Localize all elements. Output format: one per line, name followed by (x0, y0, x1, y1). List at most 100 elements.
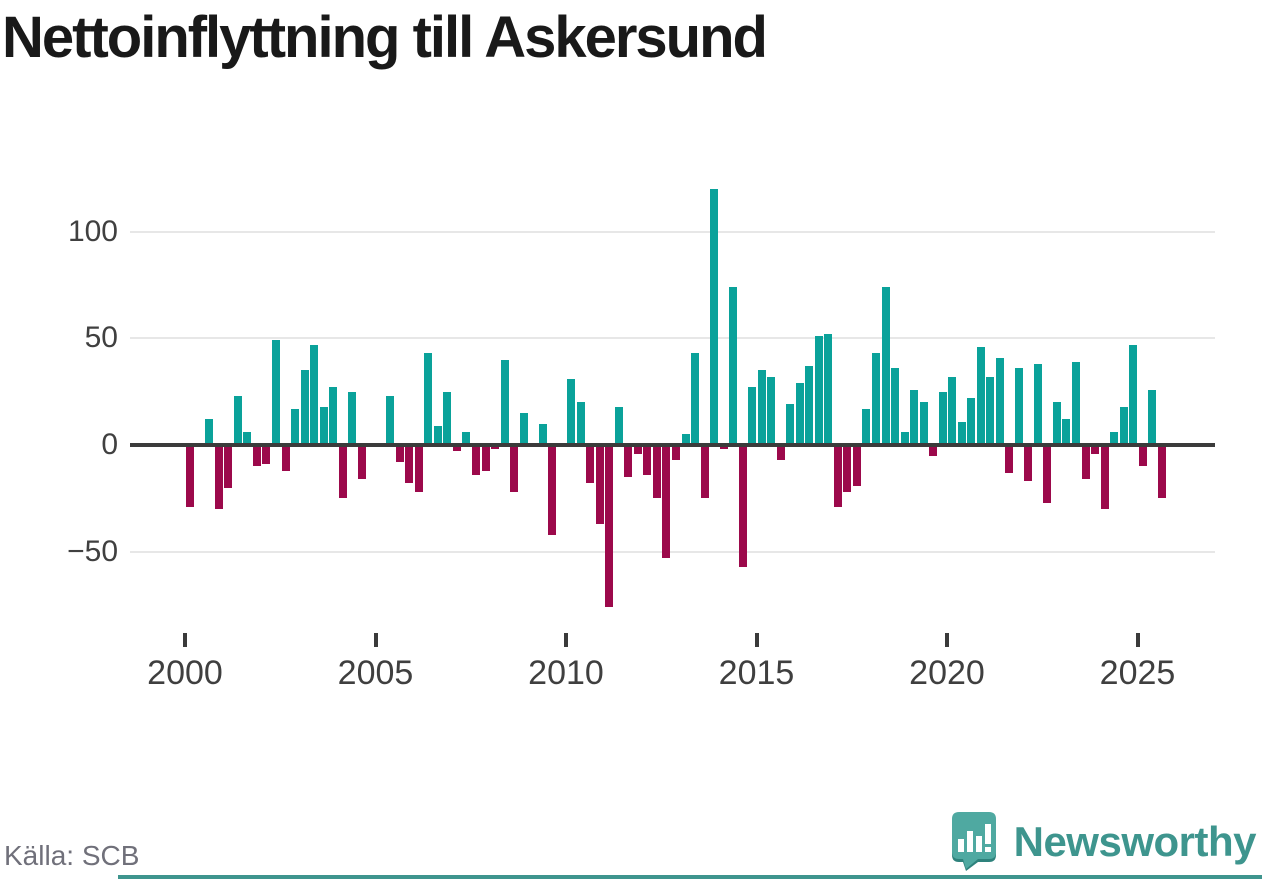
negative-bar (414, 445, 423, 492)
negative-bar (1091, 445, 1100, 454)
x-axis-tick-label: 2020 (909, 654, 985, 692)
positive-bar (1014, 368, 1023, 445)
positive-bar (957, 421, 966, 445)
positive-bar (891, 368, 900, 445)
positive-bar (310, 344, 319, 445)
negative-bar (719, 445, 728, 450)
positive-bar (319, 406, 328, 445)
positive-bar (567, 378, 576, 445)
positive-bar (424, 353, 433, 445)
negative-bar (481, 445, 490, 471)
positive-bar (386, 395, 395, 445)
newsworthy-logo: Newsworthy (948, 812, 1257, 872)
x-axis-tick-mark (564, 633, 568, 647)
positive-bar (967, 398, 976, 445)
newsworthy-wordmark: Newsworthy (1013, 818, 1257, 865)
negative-bar (395, 445, 404, 463)
positive-bar (900, 432, 909, 445)
negative-bar (662, 445, 671, 559)
negative-bar (929, 445, 938, 456)
negative-bar (738, 445, 747, 567)
positive-bar (824, 334, 833, 445)
positive-bar (938, 391, 947, 445)
negative-bar (586, 445, 595, 484)
positive-bar (767, 376, 776, 445)
negative-bar (776, 445, 785, 460)
negative-bar (510, 445, 519, 492)
positive-bar (272, 340, 280, 445)
negative-bar (262, 445, 271, 465)
positive-bar (862, 408, 871, 445)
zero-baseline (130, 443, 1215, 447)
x-axis-tick-label: 2025 (1099, 654, 1176, 692)
negative-bar (652, 445, 661, 499)
y-axis-tick-label: −50 (67, 534, 118, 568)
positive-bar (462, 432, 471, 445)
negative-bar (252, 445, 261, 467)
x-axis-tick-label: 2000 (147, 654, 223, 692)
x-axis-tick-label: 2015 (718, 654, 795, 692)
y-gridline (130, 230, 1215, 233)
positive-bar (795, 383, 804, 445)
negative-bar (1043, 445, 1052, 503)
negative-bar (605, 445, 614, 608)
negative-bar (1081, 445, 1090, 480)
positive-bar (205, 419, 214, 445)
positive-bar (1033, 363, 1042, 445)
positive-bar (681, 434, 690, 445)
positive-bar (986, 376, 995, 445)
negative-bar (1138, 445, 1147, 467)
negative-bar (491, 445, 500, 450)
bottom-accent-bar (118, 875, 1262, 879)
positive-bar (919, 402, 928, 445)
positive-bar (433, 425, 442, 445)
negative-bar (833, 445, 842, 507)
positive-bar (691, 353, 700, 445)
newsworthy-speech-bubble-chart-icon (951, 812, 996, 871)
negative-bar (1005, 445, 1014, 473)
negative-bar (224, 445, 233, 488)
negative-bar (643, 445, 652, 475)
positive-bar (443, 391, 452, 445)
positive-bar (910, 389, 919, 445)
y-axis-tick-label: 100 (67, 214, 118, 248)
positive-bar (976, 346, 985, 445)
negative-bar (452, 445, 461, 452)
negative-bar (357, 445, 366, 480)
positive-bar (1129, 344, 1138, 445)
positive-bar (300, 370, 309, 445)
x-axis-tick-label: 2010 (528, 654, 604, 692)
positive-bar (291, 408, 300, 445)
x-axis-tick-mark (754, 633, 759, 647)
negative-bar (700, 445, 709, 499)
negative-bar (281, 445, 290, 471)
negative-bar (595, 445, 604, 524)
positive-bar (538, 423, 547, 445)
y-axis-tick-label: 50 (84, 321, 118, 355)
positive-bar (995, 357, 1004, 445)
negative-bar (214, 445, 223, 509)
source-caption: Källa: SCB (4, 840, 140, 871)
positive-bar (243, 432, 252, 445)
negative-bar (472, 445, 480, 475)
x-axis-tick-mark (1135, 633, 1140, 647)
positive-bar (710, 189, 719, 445)
positive-bar (805, 366, 814, 445)
x-axis-tick-label: 2005 (337, 654, 414, 692)
negative-bar (624, 445, 633, 477)
positive-bar (1052, 402, 1061, 445)
positive-bar (1110, 432, 1119, 445)
x-axis-tick-mark (373, 633, 378, 647)
negative-bar (186, 445, 195, 507)
positive-bar (576, 402, 585, 445)
positive-bar (948, 376, 957, 445)
negative-bar (1157, 445, 1166, 499)
positive-bar (500, 359, 509, 445)
negative-bar (548, 445, 557, 535)
positive-bar (233, 395, 242, 445)
positive-bar (814, 336, 823, 445)
negative-bar (1100, 445, 1109, 509)
negative-bar (405, 445, 414, 484)
